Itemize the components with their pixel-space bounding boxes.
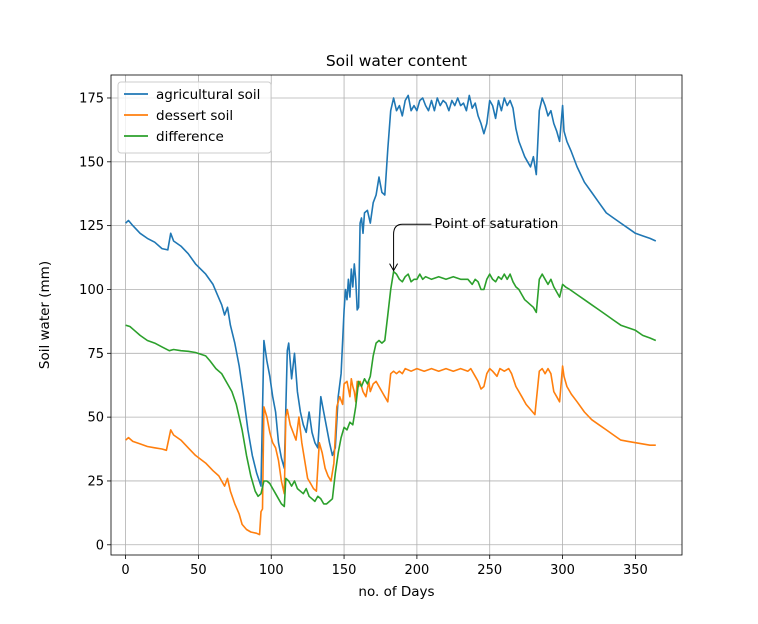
y-tick-label: 50 [87, 411, 104, 426]
x-tick-label: 100 [259, 563, 284, 578]
x-tick-label: 200 [404, 563, 429, 578]
series-line-3 [125, 270, 657, 508]
x-axis-label: no. of Days [358, 584, 434, 600]
legend: agricultural soil dessert soil difference [117, 81, 272, 154]
legend-box [117, 81, 272, 154]
y-tick-label: 125 [79, 219, 104, 234]
y-tick-label: 75 [87, 347, 104, 362]
legend-entry: dessert soil [156, 108, 233, 124]
saturation-annotation: Point of saturation [389, 216, 558, 272]
x-tick-label: 250 [477, 563, 502, 578]
legend-entry: difference [156, 129, 224, 145]
y-tick-label: 150 [79, 155, 104, 170]
annotation-arrowhead [389, 263, 399, 272]
x-tick-label: 150 [332, 563, 357, 578]
axis-ticks: 0 50 100 150 200 250 300 350 0 25 50 75 100 125 150 175 [79, 91, 648, 578]
x-tick-label: 50 [190, 563, 207, 578]
series-line-2 [125, 365, 656, 536]
x-tick-label: 0 [121, 563, 129, 578]
annotation-text: Point of saturation [434, 216, 558, 232]
chart-title: Soil water content [326, 52, 467, 70]
x-tick-label: 300 [550, 563, 575, 578]
y-tick-label: 0 [96, 538, 104, 553]
legend-entry: agricultural soil [156, 87, 260, 103]
y-tick-label: 175 [79, 91, 104, 106]
y-axis-label: Soil water (mm) [37, 261, 53, 369]
axes-frame [110, 74, 683, 556]
y-tick-label: 100 [79, 283, 104, 298]
annotation-arrow [393, 223, 432, 271]
x-tick-label: 350 [623, 563, 648, 578]
series-line-1 [125, 94, 657, 487]
y-tick-label: 25 [87, 474, 104, 489]
series-lines [125, 94, 657, 536]
